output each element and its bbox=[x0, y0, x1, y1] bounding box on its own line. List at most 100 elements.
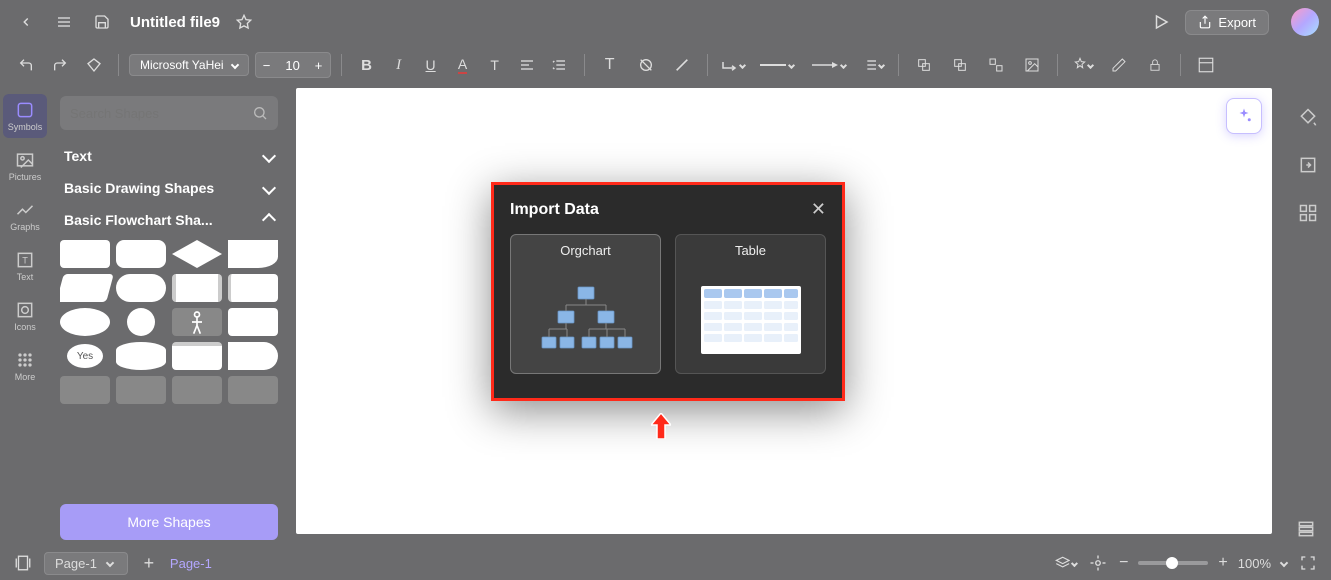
search-shapes-input[interactable] bbox=[60, 96, 278, 130]
menu-button[interactable] bbox=[50, 8, 78, 36]
shape-person[interactable] bbox=[172, 308, 222, 336]
shape-stored[interactable] bbox=[228, 274, 278, 302]
rail-icons[interactable]: Icons bbox=[3, 294, 47, 338]
image-button[interactable] bbox=[1017, 50, 1047, 80]
line-weight-button[interactable] bbox=[754, 50, 800, 80]
view-settings-button[interactable] bbox=[1191, 50, 1221, 80]
shape-ellipse[interactable] bbox=[60, 308, 110, 336]
more-shapes-button[interactable]: More Shapes bbox=[60, 504, 278, 540]
shape-blank[interactable] bbox=[228, 376, 278, 404]
italic-button[interactable]: I bbox=[384, 50, 414, 80]
shape-terminator[interactable] bbox=[116, 274, 166, 302]
section-basic-flowchart[interactable]: Basic Flowchart Sha... bbox=[60, 204, 278, 236]
shape-fill-button[interactable] bbox=[631, 50, 661, 80]
shape-blank[interactable] bbox=[116, 376, 166, 404]
page-tab[interactable]: Page-1 bbox=[170, 556, 212, 571]
favorite-star-icon[interactable] bbox=[230, 8, 258, 36]
rail-more[interactable]: More bbox=[3, 344, 47, 388]
format-painter-button[interactable] bbox=[80, 51, 108, 79]
export-panel-icon[interactable] bbox=[1297, 154, 1319, 176]
page-selector[interactable]: Page-1 bbox=[44, 552, 128, 575]
file-title[interactable]: Untitled file9 bbox=[130, 14, 220, 31]
play-button[interactable] bbox=[1147, 8, 1175, 36]
shape-user[interactable] bbox=[228, 308, 278, 336]
text-format-button[interactable]: T bbox=[480, 50, 510, 80]
grid-panel-icon[interactable] bbox=[1297, 202, 1319, 224]
layers-icon[interactable] bbox=[1055, 552, 1077, 574]
zoom-slider[interactable] bbox=[1138, 561, 1208, 565]
history-stack-icon[interactable] bbox=[1295, 518, 1317, 540]
decrease-font-button[interactable]: − bbox=[256, 58, 278, 73]
insert-text-button[interactable]: T bbox=[595, 50, 625, 80]
shape-yes[interactable]: Yes bbox=[67, 344, 103, 368]
front-button[interactable] bbox=[909, 50, 939, 80]
orgchart-card-label: Orgchart bbox=[560, 243, 611, 258]
undo-button[interactable] bbox=[12, 51, 40, 79]
list-style-button[interactable] bbox=[858, 50, 888, 80]
shape-data[interactable] bbox=[60, 274, 114, 302]
shape-decision[interactable] bbox=[172, 240, 222, 268]
save-button[interactable] bbox=[88, 8, 116, 36]
section-basic-drawing[interactable]: Basic Drawing Shapes bbox=[60, 172, 278, 204]
effects-button[interactable] bbox=[1068, 50, 1098, 80]
zoom-out-button[interactable]: − bbox=[1119, 554, 1128, 572]
lock-button[interactable] bbox=[1140, 50, 1170, 80]
add-page-button[interactable]: + bbox=[138, 552, 160, 574]
zoom-in-button[interactable]: + bbox=[1218, 554, 1227, 572]
shape-rounded[interactable] bbox=[116, 240, 166, 268]
fill-tool-icon[interactable] bbox=[1297, 106, 1319, 128]
back-layer-button[interactable] bbox=[945, 50, 975, 80]
align-button[interactable] bbox=[512, 50, 542, 80]
edit-button[interactable] bbox=[1104, 50, 1134, 80]
fullscreen-button[interactable] bbox=[1297, 552, 1319, 574]
arrow-style-button[interactable] bbox=[806, 50, 852, 80]
increase-font-button[interactable]: + bbox=[308, 58, 330, 73]
divider bbox=[1180, 54, 1181, 76]
bold-button[interactable]: B bbox=[352, 50, 382, 80]
font-color-button[interactable]: A bbox=[448, 50, 478, 80]
zoom-value[interactable]: 100% bbox=[1238, 556, 1271, 571]
shape-card[interactable] bbox=[172, 342, 222, 370]
font-size-value[interactable]: 10 bbox=[278, 58, 308, 73]
line-style-button[interactable] bbox=[667, 50, 697, 80]
divider bbox=[898, 54, 899, 76]
titlebar: Untitled file9 Export bbox=[0, 0, 1331, 44]
dialog-title: Import Data bbox=[510, 201, 599, 219]
shape-circle[interactable] bbox=[127, 308, 155, 336]
shape-predefined[interactable] bbox=[172, 274, 222, 302]
pages-panel-icon[interactable] bbox=[12, 552, 34, 574]
shape-document[interactable] bbox=[228, 240, 278, 268]
font-size-stepper[interactable]: − 10 + bbox=[255, 52, 331, 78]
connector-type-button[interactable] bbox=[718, 50, 748, 80]
import-data-dialog: Import Data ✕ Orgchart bbox=[494, 185, 842, 398]
user-avatar[interactable] bbox=[1291, 8, 1319, 36]
search-shapes-field[interactable] bbox=[70, 106, 252, 121]
rail-text[interactable]: T Text bbox=[3, 244, 47, 288]
export-button[interactable]: Export bbox=[1185, 10, 1269, 35]
chevron-up-icon bbox=[262, 213, 276, 227]
import-table-card[interactable]: Table bbox=[675, 234, 826, 374]
shape-cylinder[interactable] bbox=[116, 342, 166, 370]
chevron-down-icon[interactable] bbox=[1280, 559, 1288, 567]
focus-icon[interactable] bbox=[1087, 552, 1109, 574]
line-spacing-button[interactable] bbox=[544, 50, 574, 80]
group-button[interactable] bbox=[981, 50, 1011, 80]
redo-button[interactable] bbox=[46, 51, 74, 79]
shape-display[interactable] bbox=[228, 342, 278, 370]
chevron-down-icon bbox=[262, 149, 276, 163]
ai-assistant-button[interactable] bbox=[1226, 98, 1262, 134]
shape-process[interactable] bbox=[60, 240, 110, 268]
shape-blank[interactable] bbox=[60, 376, 110, 404]
close-dialog-button[interactable]: ✕ bbox=[811, 199, 826, 220]
font-family-select[interactable]: Microsoft YaHei bbox=[129, 54, 249, 76]
rail-symbols[interactable]: Symbols bbox=[3, 94, 47, 138]
back-button[interactable] bbox=[12, 8, 40, 36]
rail-pictures[interactable]: Pictures bbox=[3, 144, 47, 188]
import-data-dialog-highlight: Import Data ✕ Orgchart bbox=[491, 182, 845, 401]
import-orgchart-card[interactable]: Orgchart bbox=[510, 234, 661, 374]
rail-graphs[interactable]: Graphs bbox=[3, 194, 47, 238]
format-toolbar: Microsoft YaHei − 10 + B I U A T T bbox=[0, 44, 1331, 86]
shape-blank[interactable] bbox=[172, 376, 222, 404]
underline-button[interactable]: U bbox=[416, 50, 446, 80]
section-text[interactable]: Text bbox=[60, 140, 278, 172]
